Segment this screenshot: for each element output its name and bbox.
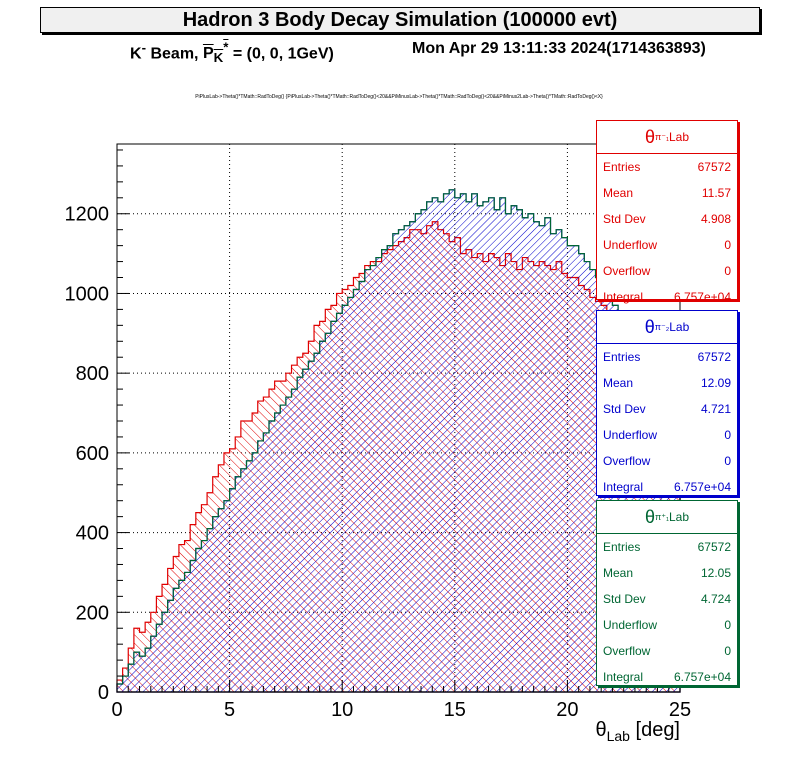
stat-label: Entries: [603, 350, 641, 364]
momentum-p: P: [202, 45, 214, 63]
stat-row: Mean 12.05: [597, 560, 737, 586]
y-tick-label: 0: [98, 682, 109, 704]
stat-label: Entries: [603, 540, 641, 554]
y-tick-label: 800: [76, 363, 109, 385]
stat-label: Entries: [603, 160, 641, 174]
stat-value: 6.757e+04: [673, 670, 731, 684]
stat-label: Integral: [603, 670, 644, 684]
stat-label: Integral: [603, 290, 644, 304]
y-tick-label: 200: [76, 602, 109, 624]
stat-label: Std Dev: [603, 592, 646, 606]
stat-row: Overflow 0: [597, 448, 737, 474]
x-tick-label: 20: [556, 699, 578, 721]
x-tick-label: 5: [224, 699, 235, 721]
beam-info: K- Beam, PK* = (0, 0, 1GeV): [130, 40, 334, 66]
draw-command: PiPlusLab->Theta()*TMath::RadToDeg() {Pi…: [195, 94, 603, 100]
stat-box-title: θ π⁻₁ Lab: [597, 121, 737, 154]
stat-value: 6.757e+04: [673, 290, 731, 304]
stat-row: Entries 67572: [597, 534, 737, 560]
stat-value: 11.57: [701, 186, 731, 200]
stat-row: Mean 12.09: [597, 370, 737, 396]
x-axis-label: θLab [deg]: [595, 719, 680, 744]
histogram-bars: [116, 189, 681, 693]
x-tick-label: 25: [669, 699, 691, 721]
beam-particle: K: [130, 45, 142, 63]
stat-row: Underflow 0: [597, 612, 737, 638]
stat-value: 6.757e+04: [673, 480, 731, 494]
beam-charge: -: [141, 40, 147, 55]
x-tick-label: 0: [111, 699, 122, 721]
stat-value: 0: [724, 264, 731, 278]
stat-value: 0: [724, 428, 731, 442]
stat-box-title: θ π⁻₂ Lab: [597, 311, 737, 344]
stat-value: 67572: [697, 350, 731, 364]
stat-value: 4.721: [700, 402, 731, 416]
stat-label: Underflow: [603, 428, 658, 442]
stat-row: Underflow 0: [597, 422, 737, 448]
histogram-series-3: [116, 189, 681, 693]
stat-row: Integral 6.757e+04: [597, 664, 737, 690]
axes: 0 5 10 15 20 25 0 200 400 600 800 1000 1200 θLab [deg…: [65, 143, 691, 744]
stat-row: Overflow 0: [597, 258, 737, 284]
y-tick-label: 600: [76, 443, 109, 465]
beam-value: = (0, 0, 1GeV): [228, 45, 334, 63]
stat-label: Mean: [603, 376, 634, 390]
stat-value: 67572: [697, 160, 731, 174]
y-tick-label: 400: [76, 523, 109, 545]
stat-box-2: θ π⁻₂ Lab Entries 67572 Mean 12.09 Std Dev 4.721…: [596, 310, 738, 496]
stat-value: 0: [724, 644, 731, 658]
stat-box-1: θ π⁻₁ Lab Entries 67572 Mean 11.57 Std Dev 4.908…: [596, 120, 738, 304]
stat-row: Integral 6.757e+04: [597, 284, 737, 310]
y-tick-label: 1000: [65, 283, 110, 305]
stat-box-3: θ π⁺₁ Lab Entries 67572 Mean 12.05 Std Dev 4.724…: [596, 500, 738, 686]
x-tick-label: 10: [331, 699, 353, 721]
stat-label: Underflow: [603, 238, 658, 252]
stat-row: Integral 6.757e+04: [597, 474, 737, 500]
stat-label: Overflow: [603, 264, 651, 278]
beam-label: Beam,: [146, 45, 203, 63]
stat-label: Integral: [603, 480, 644, 494]
stat-label: Overflow: [603, 454, 651, 468]
stat-label: Std Dev: [603, 212, 646, 226]
stat-label: Std Dev: [603, 402, 646, 416]
momentum-symbol: PK*: [202, 40, 229, 66]
stat-value: 0: [724, 238, 731, 252]
stat-row: Std Dev 4.724: [597, 586, 737, 612]
stat-label: Mean: [603, 566, 634, 580]
stat-value: 4.724: [700, 592, 731, 606]
x-tick-label: 15: [444, 699, 466, 721]
y-tick-label: 1200: [65, 204, 110, 226]
stat-row: Entries 67572: [597, 154, 737, 180]
chart-title: Hadron 3 Body Decay Simulation (100000 e…: [40, 7, 760, 33]
stat-row: Mean 11.57: [597, 180, 737, 206]
stat-row: Std Dev 4.721: [597, 396, 737, 422]
timestamp: Mon Apr 29 13:11:33 2024(1714363893): [412, 40, 706, 57]
stat-row: Std Dev 4.908: [597, 206, 737, 232]
stat-label: Underflow: [603, 618, 658, 632]
stat-value: 0: [724, 454, 731, 468]
stat-label: Overflow: [603, 644, 651, 658]
stat-value: 12.09: [700, 376, 731, 390]
momentum-sub: K: [213, 50, 224, 66]
stat-label: Mean: [603, 186, 634, 200]
stat-value: 67572: [697, 540, 731, 554]
momentum-star: *: [223, 40, 229, 55]
stat-value: 12.05: [700, 566, 731, 580]
stat-box-title: θ π⁺₁ Lab: [597, 501, 737, 534]
stat-value: 0: [724, 618, 731, 632]
stat-value: 4.908: [700, 212, 731, 226]
stat-row: Overflow 0: [597, 638, 737, 664]
stat-row: Underflow 0: [597, 232, 737, 258]
stat-row: Entries 67572: [597, 344, 737, 370]
